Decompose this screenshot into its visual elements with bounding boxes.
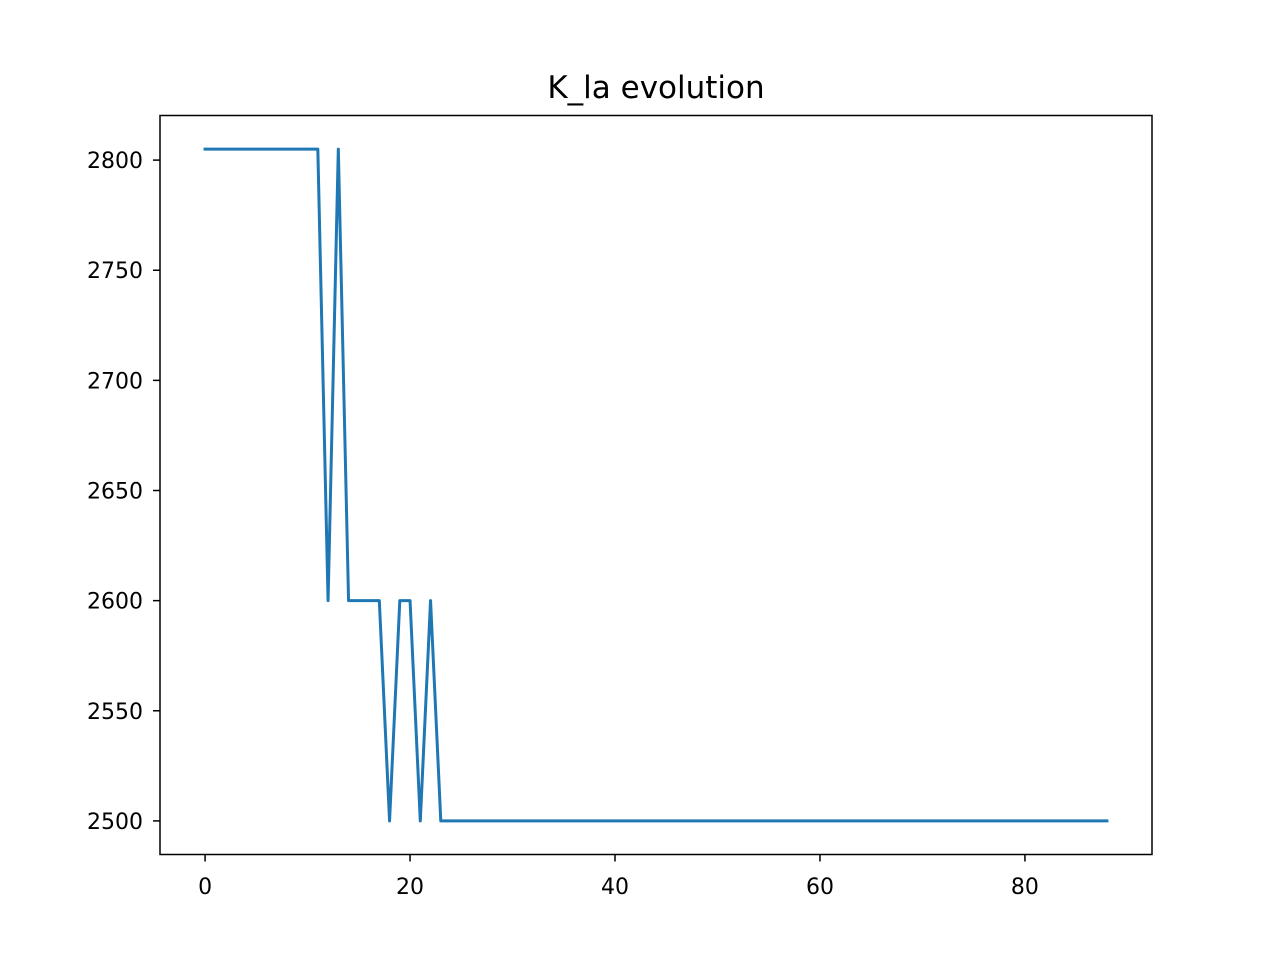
x-tick-label: 60 [806,875,834,900]
y-tick-label: 2500 [87,810,143,835]
y-tick-label: 2700 [87,369,143,394]
y-tick-label: 2600 [87,590,143,615]
x-tick-label: 80 [1011,875,1039,900]
x-axis: 0 20 40 60 80 [198,854,1039,900]
x-tick-label: 40 [601,875,629,900]
y-tick-label: 2750 [87,259,143,284]
y-tick-label: 2800 [87,149,143,174]
y-tick-label: 2550 [87,700,143,725]
line-layer [203,147,1109,823]
y-tick-label: 2650 [87,480,143,505]
plot-frame [159,114,1153,856]
x-tick-label: 0 [198,875,212,900]
series-line-1 [203,147,1109,823]
chart-title: K_la evolution [547,70,764,106]
x-tick-label: 20 [396,875,424,900]
y-axis: 2500 2550 2600 2650 2700 2750 2800 [87,149,160,835]
